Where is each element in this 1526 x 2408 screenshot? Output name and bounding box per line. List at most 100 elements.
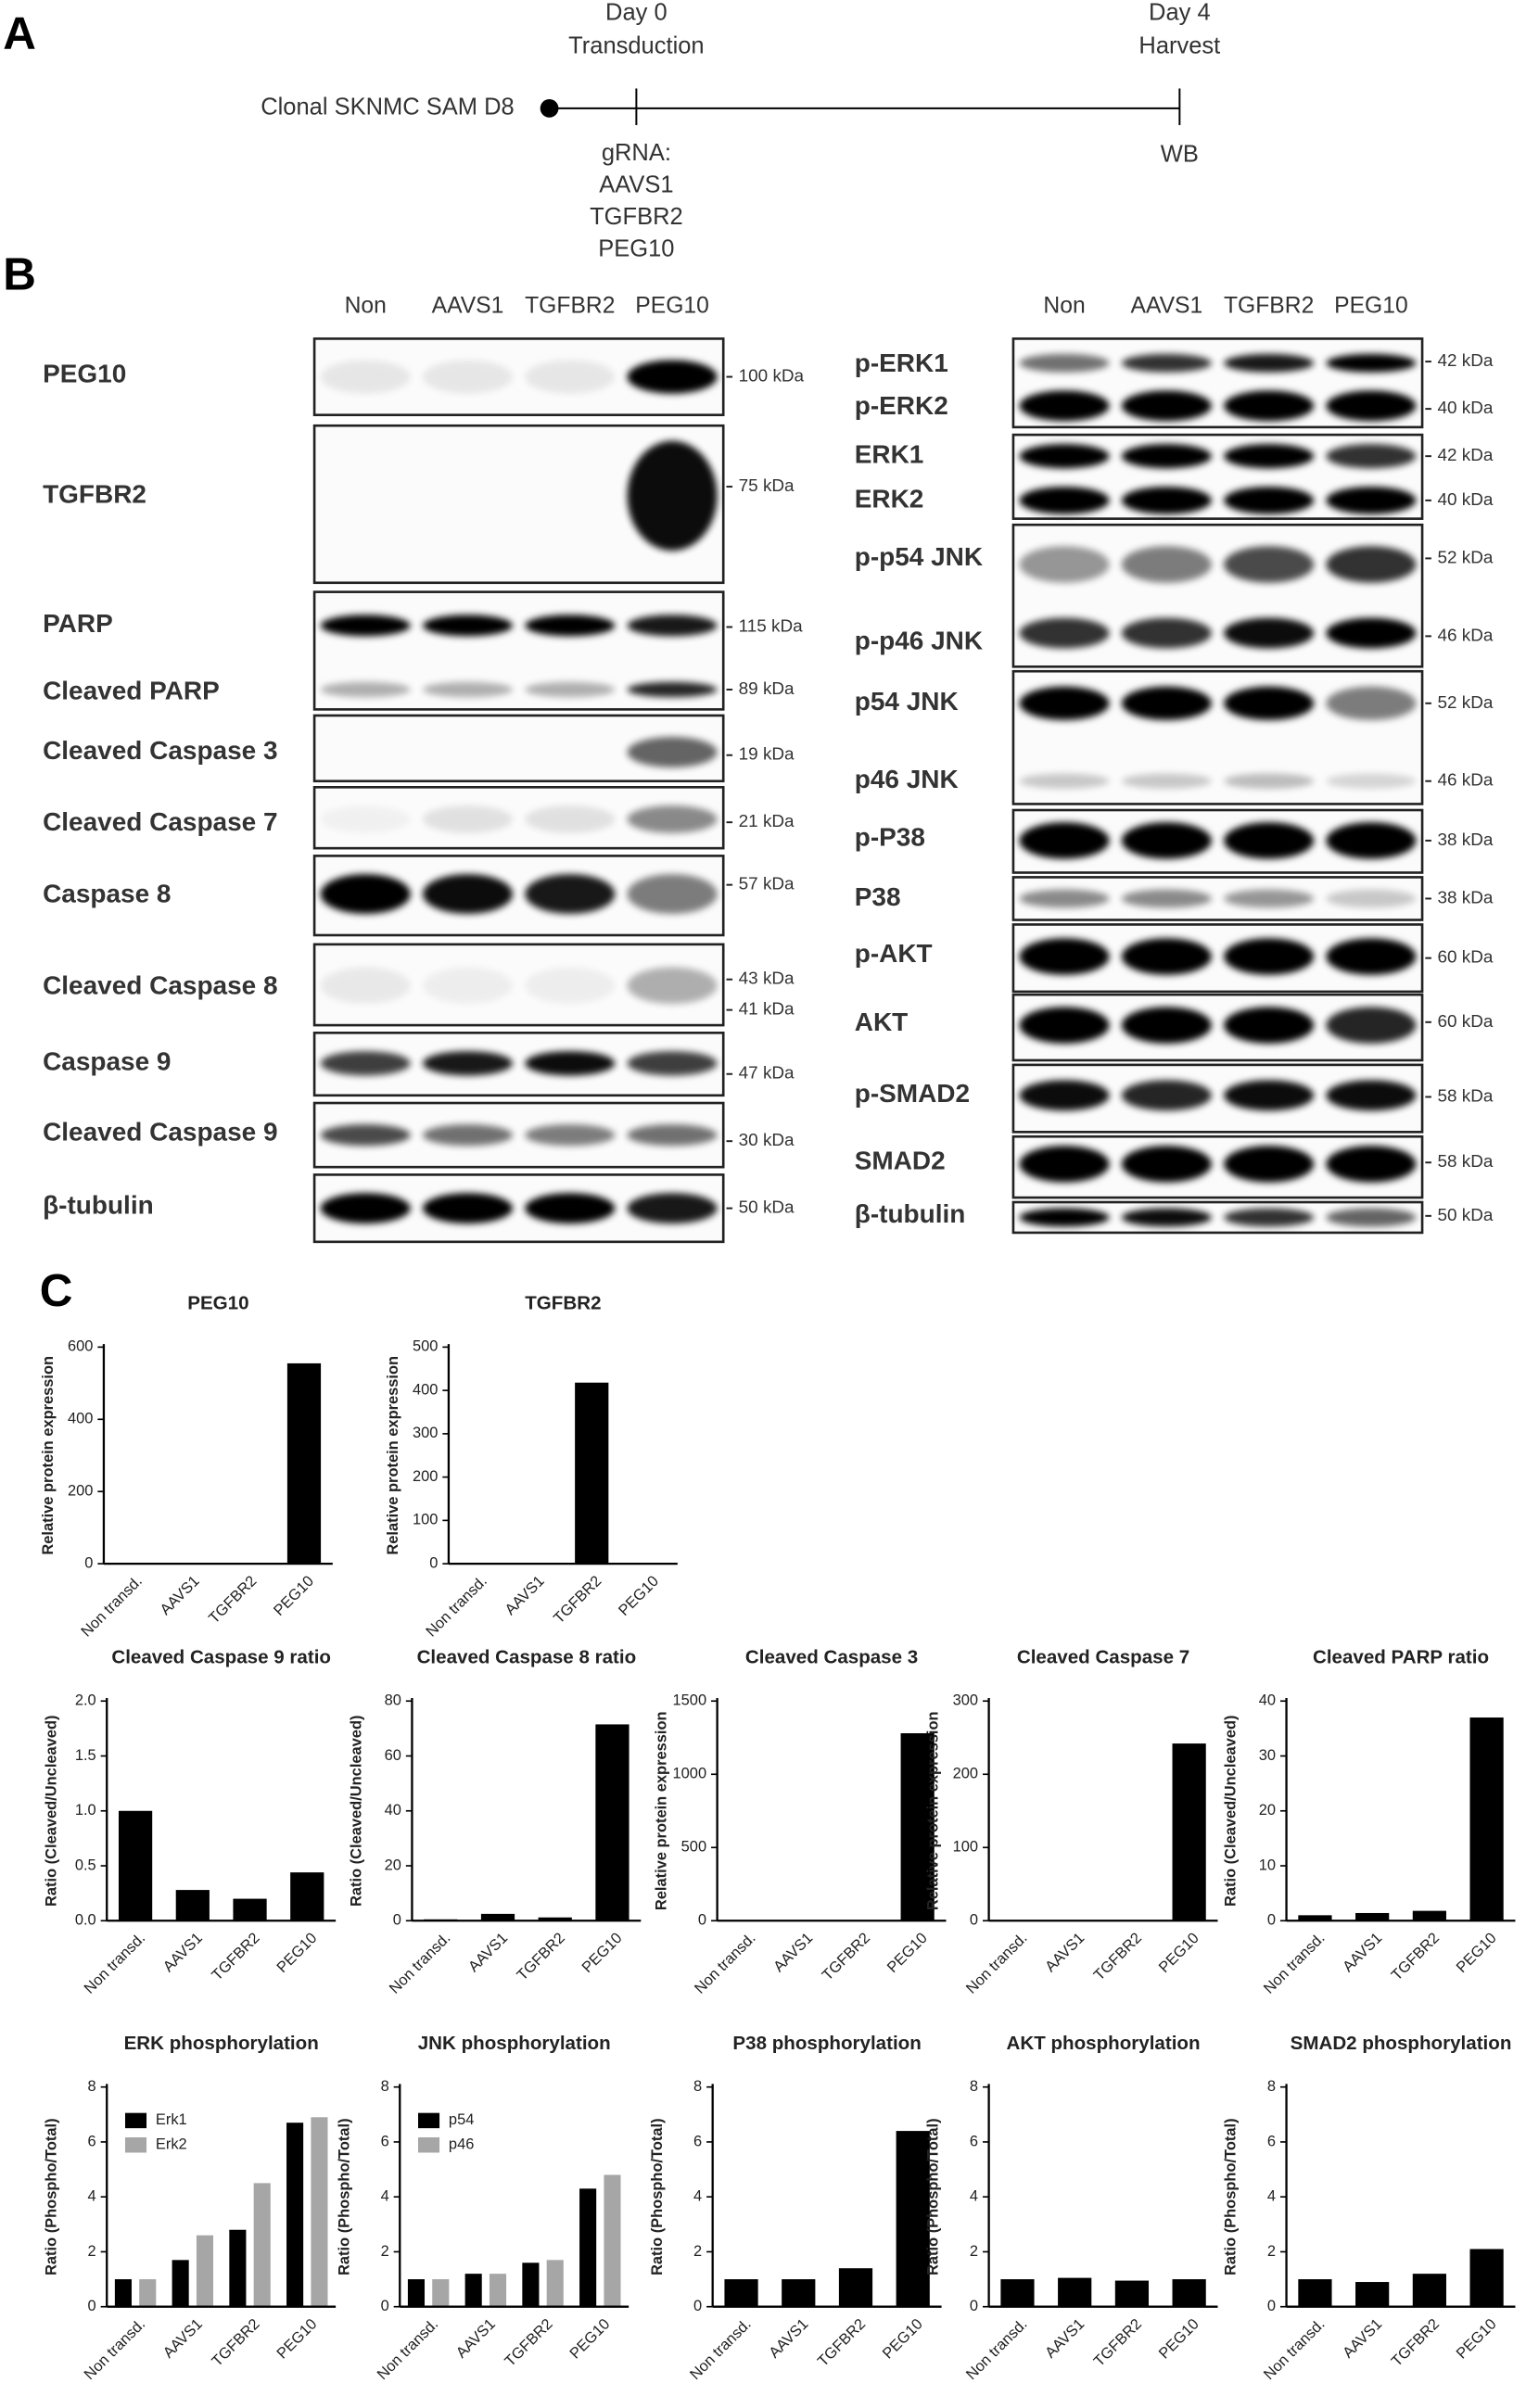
kda-label: 60 kDa	[1438, 1012, 1494, 1032]
band	[1019, 938, 1110, 975]
kda-label: 58 kDa	[1438, 1086, 1494, 1106]
band	[1121, 546, 1212, 583]
kda-label: 19 kDa	[739, 745, 795, 765]
band	[1224, 390, 1315, 422]
x-tick-label: PEG10	[884, 1930, 931, 1976]
x-tick-label: TGFBR2	[209, 2315, 263, 2370]
band	[1224, 686, 1315, 720]
legend-swatch	[124, 2112, 147, 2129]
band	[1019, 773, 1110, 789]
y-tick-label: 20	[385, 1857, 401, 1873]
y-tick-label: 0	[88, 2298, 96, 2314]
band	[1019, 1080, 1110, 1111]
bar	[782, 2279, 816, 2307]
y-tick-label: 100	[953, 1839, 978, 1856]
y-tick-label: 10	[1259, 1857, 1276, 1873]
x-tick-label: Non transd.	[963, 2315, 1031, 2383]
band	[1019, 1007, 1110, 1044]
y-tick-label: 0	[970, 1912, 978, 1929]
bar	[1469, 2249, 1504, 2307]
y-axis-label: Ratio (Phospho/Total)	[1223, 2118, 1240, 2275]
y-tick-label: 2	[693, 2243, 702, 2260]
bar	[407, 2279, 426, 2307]
bar	[172, 2260, 189, 2307]
band	[320, 1051, 411, 1076]
x-tick-label: Non transd.	[78, 1573, 146, 1641]
band	[525, 874, 616, 914]
band	[1224, 546, 1315, 583]
bar	[233, 1898, 267, 1921]
x-tick-label: TGFBR2	[1388, 1930, 1443, 1984]
band	[525, 805, 616, 833]
bar	[1172, 2279, 1206, 2307]
chart-title: ERK phosphorylation	[124, 2033, 319, 2054]
bar	[838, 2268, 873, 2307]
x-tick-label: AAVS1	[1042, 2315, 1087, 2361]
timeline-label: AAVS1	[599, 172, 673, 198]
band	[1326, 390, 1417, 422]
kda-label: 21 kDa	[739, 812, 795, 831]
bar	[311, 2117, 328, 2307]
band	[525, 1193, 616, 1224]
timeline-label: WB	[1161, 142, 1199, 168]
blot-label: Cleaved Caspase 9	[43, 1117, 277, 1146]
legend-label: p46	[449, 2136, 474, 2153]
x-tick-label: PEG10	[579, 1930, 625, 1976]
lane-label: Non	[345, 293, 387, 318]
x-tick-label: AAVS1	[465, 1930, 511, 1975]
chart-title: Cleaved Caspase 8 ratio	[417, 1647, 637, 1668]
x-tick-label: PEG10	[1454, 1930, 1500, 1976]
kda-label: 43 kDa	[739, 970, 795, 989]
x-tick-label: PEG10	[880, 2315, 926, 2362]
kda-label: 50 kDa	[739, 1198, 795, 1218]
bar	[538, 1917, 572, 1921]
x-tick-label: TGFBR2	[819, 1930, 873, 1984]
band	[1224, 1208, 1315, 1227]
blot-label: p-p46 JNK	[855, 626, 983, 654]
y-tick-label: 1000	[673, 1766, 707, 1782]
y-axis-label: Ratio (Phospho/Total)	[43, 2118, 59, 2275]
band	[1121, 1007, 1212, 1044]
band	[525, 615, 616, 637]
x-tick-label: PEG10	[566, 2315, 613, 2362]
bar	[114, 2279, 132, 2307]
panel-label: C	[40, 1265, 73, 1316]
chart-title: P38 phosphorylation	[732, 2033, 921, 2054]
y-axis-label: Relative protein expression	[654, 1711, 670, 1910]
band	[320, 805, 411, 833]
x-tick-label: AAVS1	[160, 2315, 206, 2361]
band	[525, 681, 616, 698]
y-tick-label: 1500	[673, 1692, 707, 1709]
legend-swatch	[418, 2112, 440, 2129]
band	[422, 1124, 514, 1147]
chart-title: Cleaved Caspase 9 ratio	[111, 1647, 331, 1668]
y-tick-label: 6	[970, 2133, 978, 2149]
band	[422, 805, 514, 833]
band	[422, 615, 514, 637]
y-tick-label: 2	[970, 2243, 978, 2260]
blot-label: PARP	[43, 609, 113, 638]
kda-label: 50 kDa	[1438, 1206, 1494, 1225]
x-tick-label: AAVS1	[453, 2315, 499, 2361]
x-tick-label: TGFBR2	[206, 1573, 261, 1628]
y-axis-label: Ratio (Phospho/Total)	[649, 2118, 666, 2275]
band	[1121, 487, 1212, 514]
y-tick-label: 4	[1267, 2188, 1276, 2205]
x-tick-label: AAVS1	[502, 1573, 547, 1618]
blot-label: SMAD2	[855, 1147, 946, 1175]
kda-label: 42 kDa	[1438, 446, 1494, 465]
band	[1019, 487, 1110, 514]
y-axis-label: Relative protein expression	[385, 1356, 401, 1555]
band	[1326, 443, 1417, 469]
y-tick-label: 8	[1267, 2078, 1276, 2095]
x-tick-label: Non transd.	[81, 1930, 148, 1997]
y-tick-label: 4	[970, 2188, 978, 2205]
bar	[1000, 2279, 1035, 2307]
x-tick-label: TGFBR2	[502, 2315, 556, 2370]
kda-label: 52 kDa	[1438, 693, 1494, 713]
lane-label: PEG10	[635, 293, 709, 318]
x-tick-label: PEG10	[1156, 1930, 1202, 1976]
kda-label: 46 kDa	[1438, 771, 1494, 791]
x-tick-label: TGFBR2	[551, 1573, 605, 1628]
band	[1224, 617, 1315, 649]
